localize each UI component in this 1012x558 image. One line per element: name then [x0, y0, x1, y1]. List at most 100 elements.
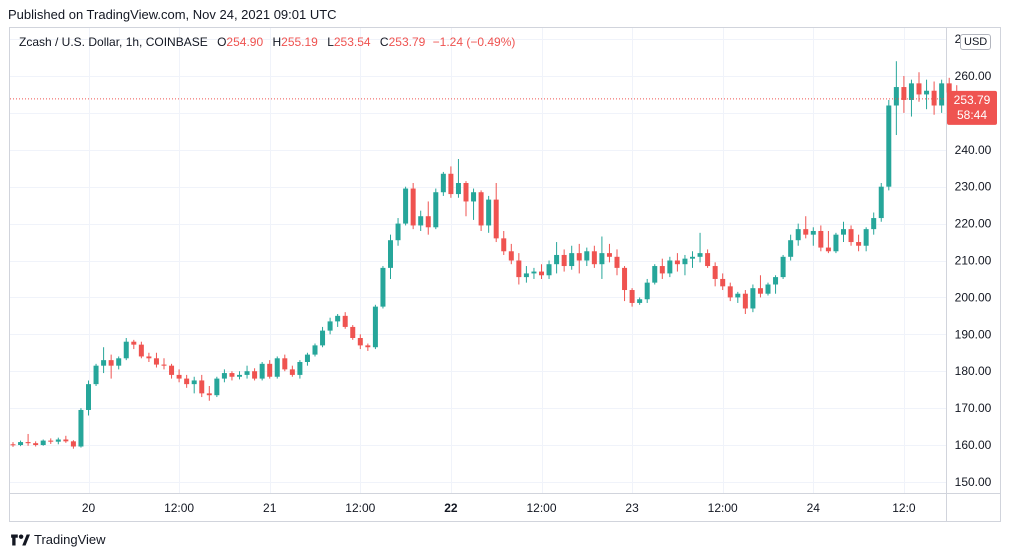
low-value: 253.54 [333, 35, 371, 49]
candle-down [720, 278, 726, 287]
candle-up [320, 330, 326, 346]
y-tick-label: 240.00 [955, 143, 992, 157]
candle-down [818, 230, 824, 248]
candle-up [886, 105, 892, 187]
close-label: C [379, 35, 389, 49]
candle-down [705, 253, 711, 267]
candle-down [357, 338, 363, 346]
candle-up [274, 358, 280, 377]
candle-up [237, 374, 242, 377]
candle-up [86, 384, 91, 410]
candle-up [123, 341, 129, 359]
high-label: H [272, 35, 282, 49]
candle-up [750, 288, 756, 309]
y-tick-label: 220.00 [955, 217, 992, 231]
bar-countdown: 58:44 [957, 108, 987, 122]
candle-down [848, 229, 854, 243]
tradingview-logo-icon [11, 533, 30, 546]
candle-down [463, 183, 469, 202]
candle-down [591, 251, 597, 265]
candle-up [40, 440, 46, 446]
candle-up [297, 361, 303, 375]
candle-down [138, 344, 144, 357]
candle-down [342, 315, 348, 327]
candle-down [712, 266, 718, 279]
candle-up [833, 234, 839, 252]
candle-up [939, 83, 945, 106]
candle-up [455, 183, 461, 195]
candle-up [440, 173, 446, 193]
candle-up [878, 186, 884, 219]
candle-down [916, 83, 922, 95]
x-tick-label: 21 [263, 501, 277, 515]
y-tick-label: 180.00 [955, 364, 992, 378]
candle-up [221, 373, 227, 379]
x-tick-label: 12:00 [345, 501, 375, 515]
candle-down [153, 358, 159, 365]
candle-up [841, 229, 846, 235]
candle-up [327, 321, 333, 331]
candle-up [191, 380, 197, 385]
y-tick-label: 210.00 [955, 254, 992, 268]
open-value: 254.90 [226, 35, 264, 49]
candle-down [946, 83, 952, 93]
candle-down [199, 380, 205, 394]
candle-up [18, 442, 24, 446]
candle-up [259, 363, 265, 379]
candle-down [161, 364, 167, 366]
candle-up [55, 439, 61, 442]
candle-down [501, 238, 507, 252]
symbol-legend: Zcash / U.S. Dollar, 1h, COINBASE O254.9… [19, 35, 515, 49]
candle-down [629, 290, 635, 303]
candle-down [229, 373, 235, 377]
candle-up [667, 260, 673, 274]
candle-down [176, 374, 182, 379]
candle-down [901, 87, 907, 100]
x-tick-label: 12:00 [526, 501, 556, 515]
candle-up [523, 273, 529, 278]
candle-down [63, 439, 69, 442]
y-tick-label: 170.00 [955, 401, 992, 415]
candle-up [78, 409, 84, 447]
candle-up [388, 240, 393, 268]
candle-up [637, 299, 643, 303]
candle-up [116, 358, 122, 366]
candle-up [569, 253, 575, 267]
candle-down [856, 242, 862, 246]
y-tick-label: 190.00 [955, 327, 992, 341]
candle-up [584, 251, 590, 261]
candle-down [184, 378, 190, 385]
currency-button[interactable]: USD [960, 34, 992, 50]
candle-up [908, 83, 914, 100]
y-tick-label: 200.00 [955, 290, 992, 304]
x-tick-label: 12:00 [708, 501, 738, 515]
footer-brand[interactable]: TradingView [10, 532, 106, 547]
candle-up [765, 284, 771, 294]
candle-up [810, 230, 816, 235]
high-value: 255.19 [281, 35, 318, 49]
candle-up [93, 365, 99, 385]
candle-up [214, 378, 220, 396]
candle-down [169, 365, 175, 375]
candle-up [433, 192, 439, 228]
candle-up [924, 90, 930, 95]
candle-down [252, 371, 258, 379]
candle-up [554, 254, 560, 265]
candle-down [659, 266, 665, 274]
candle-down [267, 363, 273, 377]
candle-up [788, 240, 794, 257]
candle-down [448, 173, 454, 195]
candle-up [312, 345, 318, 355]
candle-down [25, 442, 31, 444]
chart-frame[interactable] [9, 27, 1001, 522]
candle-down [206, 393, 212, 396]
candle-down [289, 369, 295, 375]
candle-up [380, 267, 386, 307]
candle-down [493, 199, 499, 239]
candle-down [576, 253, 582, 261]
brand-label: TradingView [34, 532, 106, 547]
candle-up [795, 229, 801, 241]
candle-down [10, 444, 16, 446]
candle-down [365, 345, 371, 348]
